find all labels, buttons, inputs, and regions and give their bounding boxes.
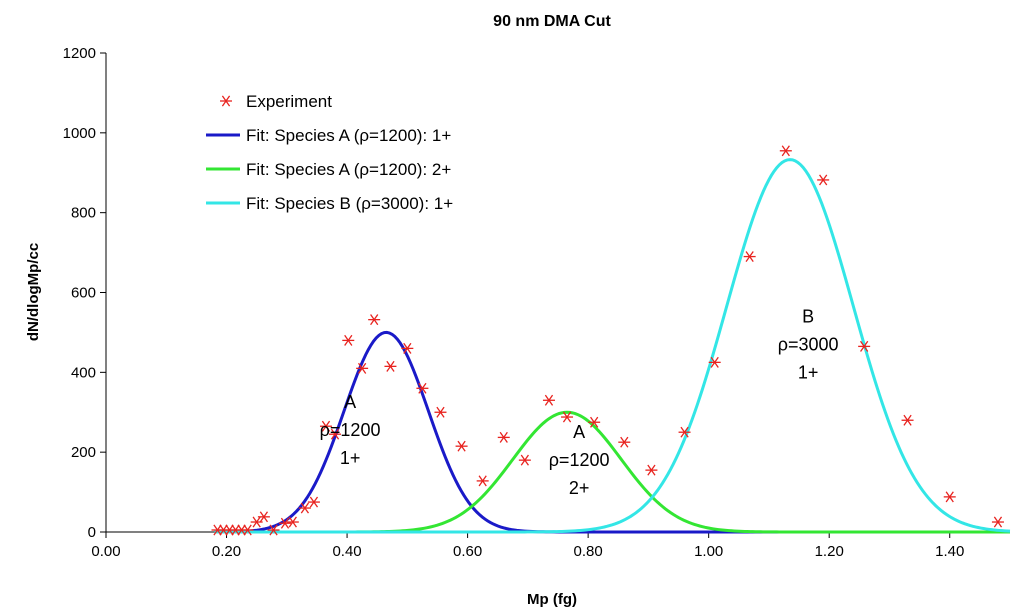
experiment-point [779, 145, 792, 157]
fit-curve-3 [214, 158, 1011, 534]
experiment-point [743, 251, 756, 263]
experiment-point [901, 414, 914, 426]
peak-annotation-3: ρ=3000 [778, 334, 839, 354]
peak-annotation-2: 2+ [569, 478, 590, 498]
peak-annotation-3: B [802, 306, 814, 326]
experiment-point [319, 420, 332, 432]
experiment-point [307, 496, 320, 508]
y-tick-label: 0 [88, 524, 96, 541]
legend-label-2: Fit: Species A (ρ=1200): 2+ [246, 160, 451, 179]
experiment-point [455, 440, 468, 452]
legend-label-3: Fit: Species B (ρ=3000): 1+ [246, 194, 453, 213]
experiment-point [497, 431, 510, 443]
peak-annotation-2: A [573, 422, 585, 442]
y-tick-label: 200 [71, 444, 96, 461]
experiment-point [561, 411, 574, 423]
x-axis-label: Mp (fg) [527, 591, 577, 608]
chart-title: 90 nm DMA Cut [493, 13, 611, 30]
x-tick-label: 1.20 [815, 543, 844, 560]
experiment-point [542, 394, 555, 406]
experiment-point [434, 406, 447, 418]
x-tick-label: 0.80 [574, 543, 603, 560]
y-axis-label: dN/dlogMp/cc [25, 243, 42, 341]
experiment-point [286, 516, 299, 528]
experiment-point [257, 511, 270, 523]
experiment-point [858, 340, 871, 352]
experiment-point [991, 516, 1004, 528]
x-tick-label: 0.20 [212, 543, 241, 560]
y-tick-label: 1000 [63, 125, 96, 142]
legend: Experiment Fit: Species A (ρ=1200): 1+ Fit… [206, 92, 453, 213]
x-tick-label: 0.60 [453, 543, 482, 560]
experiment-point [278, 517, 291, 529]
legend-label-1: Fit: Species A (ρ=1200): 1+ [246, 126, 451, 145]
experiment-point [298, 502, 311, 514]
experiment-point [401, 342, 414, 354]
experiment-point [618, 436, 631, 448]
experiment-point [645, 464, 658, 476]
peak-annotation-1: ρ=1200 [320, 420, 381, 440]
experiment-point [817, 174, 830, 186]
peak-annotation-3: 1+ [798, 362, 819, 382]
experiment-point [678, 426, 691, 438]
y-tick-label: 600 [71, 285, 96, 302]
experiment-point [342, 334, 355, 346]
experiment-point [241, 524, 254, 536]
x-tick-label: 0.00 [91, 543, 120, 560]
experiment-point [518, 454, 531, 466]
x-tick-label: 1.40 [935, 543, 964, 560]
peak-annotation-1: 1+ [340, 448, 361, 468]
y-tick-label: 400 [71, 364, 96, 381]
x-tick-label: 0.40 [332, 543, 361, 560]
experiment-point [329, 428, 342, 440]
experiment-point [267, 524, 280, 536]
experiment-point [476, 475, 489, 487]
peak-annotation-1: A [344, 392, 356, 412]
experiment-point [368, 314, 381, 326]
experiment-point [384, 360, 397, 372]
peak-annotation-2: ρ=1200 [549, 450, 610, 470]
legend-experiment-label: Experiment [246, 92, 332, 111]
experiment-point [356, 362, 369, 374]
experiment-point [943, 491, 956, 503]
experiment-point [588, 416, 601, 428]
legend-experiment-marker [220, 95, 232, 107]
plot-area: 0 200 400 600 800 1000 1200 0.00 0.20 0.40 0.60 0.8… [63, 45, 1011, 560]
experiment-point [416, 382, 429, 394]
experiment-point [708, 356, 721, 368]
y-tick-label: 1200 [63, 45, 96, 62]
y-tick-label: 800 [71, 205, 96, 222]
x-tick-label: 1.00 [694, 543, 723, 560]
